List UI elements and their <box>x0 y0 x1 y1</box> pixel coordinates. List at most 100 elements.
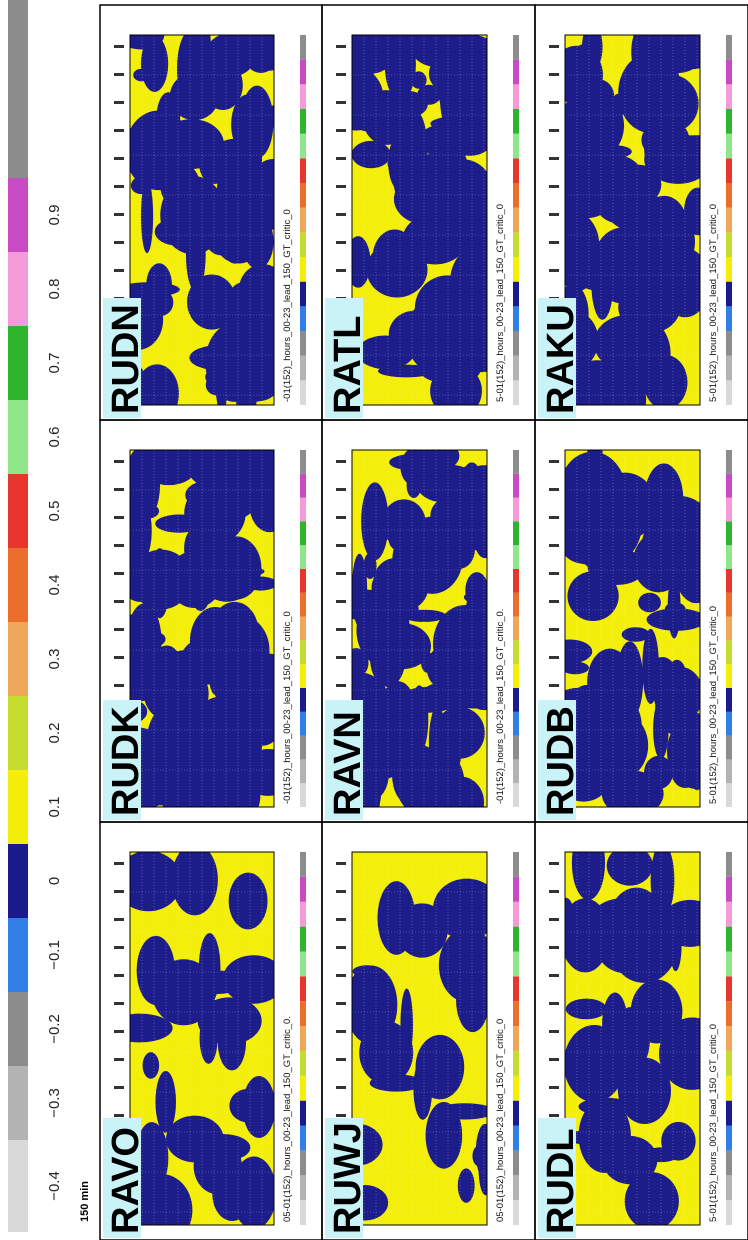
map-blob <box>457 1168 475 1203</box>
mini-colorbar-segment <box>726 664 732 688</box>
map-tick-label <box>549 45 559 48</box>
mini-colorbar-segment <box>513 380 519 405</box>
map-blob <box>136 935 175 1005</box>
mini-colorbar-segment <box>726 497 732 522</box>
mini-colorbar-segment <box>513 688 519 712</box>
map-blob <box>581 79 615 114</box>
map-blob <box>565 639 593 664</box>
colorbar-segment <box>8 918 28 992</box>
mini-colorbar-segment <box>300 84 306 109</box>
map-blob <box>410 71 427 89</box>
colorbar-segment <box>8 992 28 1066</box>
map-tick-label <box>114 918 124 921</box>
mini-colorbar-segment <box>300 257 306 282</box>
mini-colorbar-segment <box>726 473 732 498</box>
map-blob <box>352 113 370 128</box>
map-tick-label <box>336 157 346 160</box>
map-tick-label <box>114 1030 124 1033</box>
map-tick-label <box>549 185 559 188</box>
map-blob <box>155 1070 176 1133</box>
mini-colorbar-segment <box>726 183 732 208</box>
colorbar-label: 0.9 <box>46 205 63 226</box>
colorbar-label: 0.7 <box>46 353 63 374</box>
panel-title: 05-01(152)_hours_00-23_lead_150_GT_criti… <box>495 1019 506 1222</box>
map-blob <box>130 603 162 680</box>
mini-colorbar-segment <box>300 1001 306 1027</box>
map-blob <box>414 450 449 472</box>
mini-colorbar-segment <box>300 1150 306 1176</box>
map-blob <box>352 236 371 288</box>
mini-colorbar-segment <box>513 976 519 1002</box>
map-tick-label <box>549 628 559 631</box>
map-tick-label <box>114 129 124 132</box>
mini-colorbar-segment <box>513 331 519 356</box>
mini-colorbar-segment <box>513 569 519 593</box>
mini-colorbar-segment <box>726 688 732 712</box>
mini-colorbar-segment <box>300 876 306 902</box>
map-blob <box>171 852 218 916</box>
map-tick-label <box>336 600 346 603</box>
colorbar-segment <box>8 770 28 844</box>
panel-border <box>534 821 748 1240</box>
map-tick-label <box>114 516 124 519</box>
map-blob <box>611 93 624 121</box>
map-tick-label <box>114 185 124 188</box>
map-blob <box>140 35 169 92</box>
map-blob <box>565 259 593 281</box>
map-tick-label <box>549 1114 559 1117</box>
panel-title: 5-01(152)_hours_00-23_lead_150_GT_critic… <box>708 1024 719 1222</box>
map-tick-label <box>549 862 559 865</box>
map-blob <box>195 540 258 602</box>
map-blob <box>139 450 198 486</box>
map-blob <box>400 988 413 1061</box>
map-blob <box>597 145 632 159</box>
mini-colorbar-segment <box>300 281 306 307</box>
map-tick-label <box>549 241 559 244</box>
map-frame <box>564 449 701 808</box>
mini-colorbar-segment <box>300 1175 306 1201</box>
map-tick-label <box>549 544 559 547</box>
map-blob <box>131 1174 193 1225</box>
map-blob <box>189 606 241 676</box>
mini-colorbar-segment <box>513 59 519 85</box>
station-label: RUDB <box>540 706 582 816</box>
map-blob <box>438 66 487 124</box>
map-tick-label <box>549 684 559 687</box>
map-blob <box>176 35 203 107</box>
map-blob <box>606 852 653 886</box>
map-blob <box>590 481 643 561</box>
mini-colorbar-segment <box>300 688 306 712</box>
map-blob <box>607 316 671 391</box>
map <box>352 450 487 807</box>
station-label-bg <box>325 1118 363 1238</box>
map-tick-label <box>336 241 346 244</box>
map-tick-label <box>549 974 559 977</box>
mini-colorbar-segment <box>513 783 519 807</box>
map-tick-label <box>114 269 124 272</box>
map-tick-label <box>549 656 559 659</box>
map-blob <box>248 159 274 224</box>
colorbar-segment <box>8 1066 28 1140</box>
mini-colorbar-segment <box>726 1075 732 1101</box>
colorbar-segment <box>8 696 28 770</box>
map-blob <box>446 653 487 668</box>
map-blob <box>377 881 416 955</box>
map-tick-label <box>549 1030 559 1033</box>
map-blob <box>579 731 625 774</box>
map-blob <box>432 878 487 940</box>
map-tick-label <box>114 1086 124 1089</box>
mini-colorbar-segment <box>726 569 732 593</box>
mini-colorbar-segment <box>513 1026 519 1051</box>
mini-colorbar-segment <box>726 1175 732 1201</box>
map-blob <box>465 572 487 609</box>
map-blob <box>143 663 209 724</box>
map-tick-label <box>114 862 124 865</box>
map-frame <box>351 851 488 1226</box>
mini-colorbar-segment <box>726 84 732 109</box>
map-blob <box>651 501 698 570</box>
mini-colorbar-segment <box>513 306 519 331</box>
map-blob <box>638 592 661 613</box>
mini-colorbar-segment <box>726 158 732 183</box>
map-blob <box>240 85 274 159</box>
mini-colorbar-segment <box>300 711 306 736</box>
